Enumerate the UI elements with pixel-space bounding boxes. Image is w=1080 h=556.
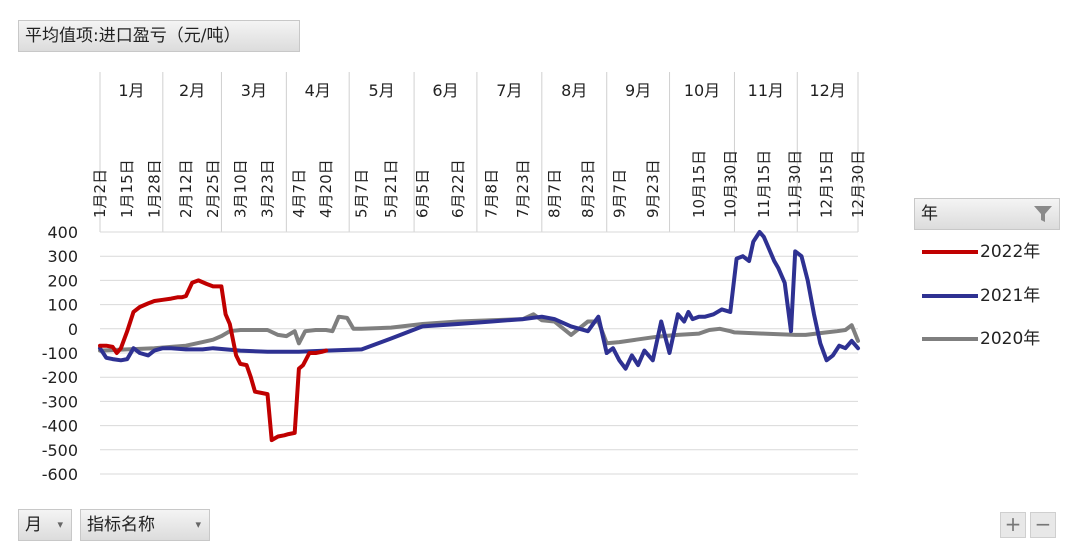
date-tick-label: 3月23日	[259, 159, 277, 218]
legend-swatch-2022	[922, 250, 978, 254]
value-field-button[interactable]: 平均值项:进口盈亏（元/吨）	[18, 20, 300, 52]
month-tick-label: 1月	[118, 81, 144, 100]
date-tick-label: 6月5日	[413, 169, 431, 218]
expand-collapse-buttons: + −	[1000, 512, 1060, 538]
indicator-field-button[interactable]: 指标名称 ▾	[80, 509, 210, 541]
date-tick-label: 3月10日	[231, 159, 249, 218]
date-tick-label: 9月23日	[644, 159, 662, 218]
month-tick-label: 5月	[369, 81, 395, 100]
legend-title: 年	[921, 204, 938, 224]
y-axis: 400 300 200 100 0 -100 -200 -300 -400 -500 -600	[42, 223, 78, 484]
collapse-button[interactable]: −	[1030, 512, 1056, 538]
legend-swatch-2020	[922, 337, 978, 341]
y-tick-label: 400	[47, 223, 78, 242]
date-tick-label: 5月21日	[382, 159, 400, 218]
y-tick-label: 0	[68, 320, 78, 339]
date-tick-label: 6月22日	[449, 159, 467, 218]
date-tick-label: 1月28日	[145, 159, 163, 218]
legend-swatch-2021	[922, 294, 978, 298]
date-tick-label: 5月7日	[353, 169, 371, 218]
date-tick-label: 10月30日	[721, 150, 739, 218]
month-tick-label: 4月	[305, 81, 331, 100]
legend-field-button[interactable]: 年	[914, 198, 1060, 230]
month-tick-label: 9月	[625, 81, 651, 100]
month-field-label: 月	[25, 515, 42, 535]
month-tick-label: 10月	[684, 81, 720, 100]
filter-icon[interactable]	[1033, 205, 1053, 223]
date-tick-label: 1月15日	[118, 159, 136, 218]
legend-label-2021: 2021年	[980, 286, 1041, 306]
indicator-field-label: 指标名称	[87, 515, 155, 535]
expand-button[interactable]: +	[1000, 512, 1026, 538]
date-tick-label: 1月2日	[91, 169, 109, 218]
gridlines	[100, 231, 858, 475]
date-tick-label: 12月30日	[849, 150, 867, 218]
month-tick-label: 8月	[561, 81, 587, 100]
month-tick-label: 12月	[809, 81, 845, 100]
y-tick-label: -500	[42, 441, 78, 460]
month-tick-label: 11月	[748, 81, 784, 100]
date-tick-label: 4月20日	[317, 159, 335, 218]
month-field-button[interactable]: 月 ▾	[18, 509, 72, 541]
y-tick-label: 300	[47, 247, 78, 266]
month-tick-label: 2月	[179, 81, 205, 100]
series-line-2020年	[98, 312, 860, 353]
category-axis: 1月 2月 3月 4月 5月 6月 7月 8月 9月 10月 11月 12月 1月2日 1月15日 1月28…	[91, 72, 867, 232]
date-tick-label: 4月7日	[290, 169, 308, 218]
date-tick-label: 8月7日	[545, 169, 563, 218]
date-tick-label: 11月30日	[786, 150, 804, 218]
legend-label-2020: 2020年	[980, 329, 1041, 349]
month-tick-label: 6月	[432, 81, 458, 100]
series-lines	[98, 230, 860, 443]
y-tick-label: -200	[42, 368, 78, 387]
y-tick-label: -300	[42, 392, 78, 411]
month-tick-label: 3月	[241, 81, 267, 100]
dropdown-icon: ▾	[195, 518, 201, 531]
date-tick-label: 10月15日	[690, 150, 708, 218]
date-tick-label: 8月23日	[579, 159, 597, 218]
y-tick-label: 100	[47, 296, 78, 315]
dropdown-icon: ▾	[57, 518, 63, 531]
y-tick-label: -100	[42, 344, 78, 363]
date-tick-label: 7月23日	[514, 159, 532, 218]
date-tick-label: 9月7日	[610, 169, 628, 218]
month-tick-label: 7月	[496, 81, 522, 100]
value-field-label: 平均值项:进口盈亏（元/吨）	[25, 26, 241, 46]
date-tick-label: 7月8日	[483, 169, 501, 218]
legend-label-2022: 2022年	[980, 242, 1041, 262]
y-tick-label: 200	[47, 271, 78, 290]
series-line-2022年	[98, 278, 329, 443]
date-tick-label: 12月15日	[818, 150, 836, 218]
date-tick-label: 2月25日	[204, 159, 222, 218]
date-tick-label: 11月15日	[755, 150, 773, 218]
date-tick-label: 2月12日	[177, 159, 195, 218]
series-line-2021年	[98, 230, 860, 371]
y-tick-label: -400	[42, 417, 78, 436]
y-tick-label: -600	[42, 465, 78, 484]
